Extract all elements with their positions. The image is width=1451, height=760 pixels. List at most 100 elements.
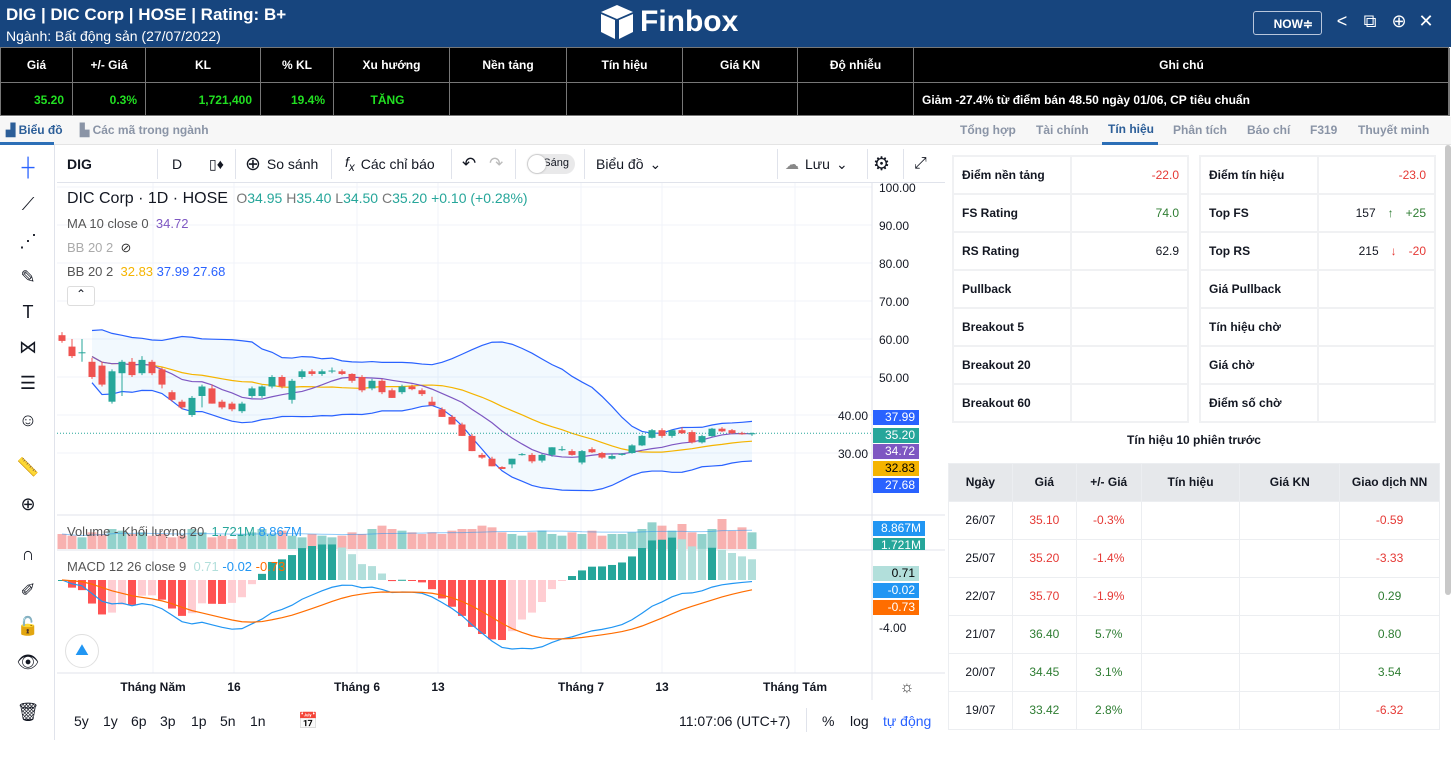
candle-body	[318, 371, 326, 374]
chart-type-dropdown[interactable]: Biểu đồ ⌄	[596, 145, 661, 183]
summary-header-cell: Độ nhiễu	[798, 48, 914, 82]
bb-hidden-legend[interactable]: BB 20 2 ⊘	[67, 240, 131, 256]
fib-tool-icon[interactable]: ⋰	[19, 230, 37, 251]
percent-toggle[interactable]: %	[822, 713, 835, 729]
stat-label: Điểm tín hiệu	[1199, 155, 1319, 195]
eye-icon[interactable]: 👁	[16, 651, 40, 672]
stat-row: Giá chờ	[1199, 345, 1436, 385]
range-button-6p[interactable]: 6p	[131, 713, 147, 729]
scrollbar[interactable]	[1445, 145, 1451, 595]
brush-icon[interactable]: ✎	[20, 266, 36, 287]
signal-row[interactable]: 26/07 35.10 -0.3% -0.59	[948, 500, 1440, 540]
stat-label: Pullback	[952, 269, 1072, 309]
column-header[interactable]: Giá KN	[1239, 462, 1341, 502]
column-header[interactable]: Ngày	[948, 462, 1013, 502]
now-select-button[interactable]: NOW≑	[1253, 11, 1322, 35]
range-button-1p[interactable]: 1p	[191, 713, 207, 729]
signal-row[interactable]: 19/07 33.42 2.8% -6.32	[948, 690, 1440, 730]
date-range-icon[interactable]: 📅	[298, 713, 318, 730]
tab-f319[interactable]: F319	[1310, 123, 1338, 137]
undo-icon[interactable]: ↶	[462, 154, 477, 173]
cell-signal	[1140, 538, 1241, 578]
settings-gear-icon[interactable]: ⚙	[873, 153, 891, 175]
share-icon[interactable]: <	[1336, 11, 1348, 31]
signal-row[interactable]: 21/07 36.40 5.7% 0.80	[948, 614, 1440, 654]
volume-bar	[187, 529, 197, 549]
bb-legend[interactable]: BB 20 2 32.83 37.99 27.68	[67, 264, 225, 279]
tab-chart[interactable]: ▟ Biểu đồ	[6, 123, 63, 137]
macd-histogram-bar	[528, 580, 536, 613]
theme-toggle[interactable]: Sáng	[527, 145, 575, 183]
add-circle-icon[interactable]: ⊕	[1391, 11, 1407, 31]
ma-legend[interactable]: MA 10 close 0 34.72	[67, 216, 188, 231]
rank-value: 157	[1355, 206, 1376, 220]
text-tool-icon[interactable]: T	[22, 301, 34, 322]
collapse-legend-button[interactable]: ⌃	[67, 286, 95, 306]
range-button-3p[interactable]: 3p	[160, 713, 176, 729]
change-value: +0.10 (+0.28%)	[431, 190, 528, 206]
symbol-search[interactable]: DIG	[67, 156, 92, 172]
tab-finance[interactable]: Tài chính	[1036, 123, 1089, 137]
column-header[interactable]: Tín hiệu	[1140, 462, 1241, 502]
price-tick-label: 50.00	[879, 371, 909, 385]
eye-off-icon[interactable]: ⊘	[120, 240, 132, 255]
lock-icon[interactable]: 🔓	[16, 615, 40, 636]
trend-line-icon[interactable]: ⟋	[21, 193, 35, 214]
tab-signals[interactable]: Tín hiệu	[1108, 122, 1154, 136]
stat-value: 62.9	[1070, 231, 1189, 271]
stat-row: Giá Pullback	[1199, 269, 1436, 309]
column-header[interactable]: +/- Giá	[1075, 462, 1142, 502]
tab-industry-stocks[interactable]: ▙ Các mã trong ngành	[80, 123, 209, 137]
tab-notes[interactable]: Thuyết minh	[1358, 123, 1430, 137]
tab-analysis[interactable]: Phân tích	[1173, 123, 1228, 137]
fullscreen-icon[interactable]: ⤢	[914, 155, 927, 172]
compare-button[interactable]: ⊕ So sánh	[245, 145, 318, 183]
volume-bar	[567, 532, 577, 549]
close-icon[interactable]: ✕	[1418, 11, 1434, 31]
sun-settings-icon[interactable]: ☼	[900, 679, 915, 696]
column-header[interactable]: Giao dịch NN	[1339, 462, 1440, 502]
lock-drawing-icon[interactable]: ✐	[20, 579, 36, 600]
crosshair-icon[interactable]: ┼	[21, 156, 35, 177]
price-tick-label: 80.00	[879, 257, 909, 271]
cell-date: 26/07	[948, 500, 1013, 540]
range-button-1y[interactable]: 1y	[103, 713, 118, 729]
price-chart[interactable]: 100.00 90.00 80.00 70.00 60.00 50.00 40.00 30.0…	[57, 183, 945, 700]
redo-icon[interactable]: ↷	[489, 154, 504, 173]
summary-header-cell: Giá	[1, 48, 73, 82]
ruler-icon[interactable]: 📏	[16, 456, 40, 477]
emoji-icon[interactable]: ☺	[18, 409, 38, 430]
clock-time[interactable]: 11:07:06 (UTC+7)	[679, 713, 791, 729]
candle-style-icon[interactable]: ▯♦	[209, 155, 224, 172]
pattern-icon[interactable]: ⋈	[19, 336, 37, 357]
volume-bar	[287, 535, 297, 549]
save-button[interactable]: ☁ Lưu ⌄	[785, 145, 848, 183]
last-price-badge: 35.20	[873, 428, 919, 443]
auto-scale-toggle[interactable]: tự động	[883, 713, 932, 729]
macd-histogram-bar	[278, 559, 286, 580]
zoom-in-icon[interactable]: ⊕	[20, 493, 36, 514]
column-header[interactable]: Giá	[1011, 462, 1077, 502]
tab-press[interactable]: Báo chí	[1247, 123, 1291, 137]
prediction-icon[interactable]: ☰	[19, 372, 37, 393]
magnet-icon[interactable]: ∩	[21, 543, 35, 564]
indicators-button[interactable]: fx Các chỉ báo	[345, 145, 435, 183]
volume-bar	[227, 539, 237, 549]
macd-signal-value: -0.73	[255, 559, 286, 574]
signal-row[interactable]: 22/07 35.70 -1.9% 0.29	[948, 576, 1440, 616]
signal-row[interactable]: 20/07 34.45 3.1% 3.54	[948, 652, 1440, 692]
external-link-icon[interactable]: ⧉	[1363, 11, 1377, 31]
range-button-5n[interactable]: 5n	[220, 713, 236, 729]
candle-body	[388, 390, 396, 398]
trash-icon[interactable]: 🗑	[16, 701, 40, 722]
interval-button[interactable]: D	[172, 156, 183, 172]
tradingview-logo-icon[interactable]: ⛰	[65, 634, 99, 668]
volume-bar	[237, 534, 247, 549]
signal-row[interactable]: 25/07 35.20 -1.4% -3.33	[948, 538, 1440, 578]
range-button-5y[interactable]: 5y	[74, 713, 89, 729]
tab-summary[interactable]: Tổng hợp	[960, 123, 1016, 137]
range-button-1n[interactable]: 1n	[250, 713, 266, 729]
chevron-down-icon: ⌄	[649, 155, 662, 172]
log-toggle[interactable]: log	[850, 713, 869, 729]
cell-signal	[1140, 614, 1241, 654]
